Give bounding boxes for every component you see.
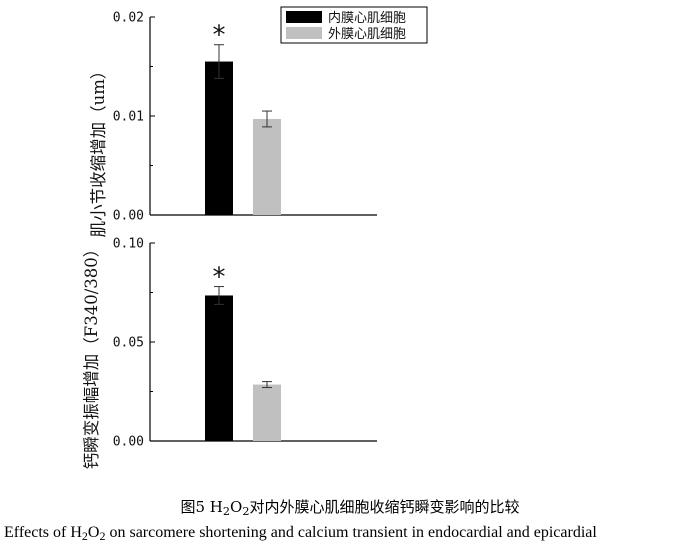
y-tick-label: 0.00 [113, 209, 144, 224]
significance-star: * [213, 21, 226, 51]
legend-swatch-2 [286, 27, 322, 39]
caption-en-mid: O [87, 524, 100, 541]
significance-star: * [213, 263, 226, 293]
bar-1-1 [205, 61, 233, 215]
y-tick-label: 0.10 [113, 237, 144, 252]
bar-1-2 [253, 118, 281, 215]
caption-zh-mid: O [230, 498, 243, 516]
legend-label-2: 外膜心肌细胞 [328, 27, 406, 42]
y-axis-label-1: 肌小节收缩增加（um） [89, 63, 108, 238]
y-tick-label: 0.01 [113, 110, 144, 125]
caption-zh-suffix: 对内外膜心肌细胞收缩钙瞬变影响的比较 [249, 498, 520, 516]
caption-en-prefix: Effects of H [4, 524, 82, 541]
y-tick-label: 0.00 [113, 435, 144, 450]
y-tick-label: 0.02 [113, 11, 144, 26]
legend-label-1: 内膜心肌细胞 [328, 10, 406, 26]
caption-en-suffix: on sarcomere shortening and calcium tran… [105, 524, 597, 541]
caption-zh-sub1: 2 [222, 504, 231, 518]
caption-en-sub1: 2 [81, 529, 88, 543]
caption-zh-sub2: 2 [242, 504, 250, 518]
y-axis-label-2: 钙瞬变振幅增加（F340/380） [82, 241, 101, 470]
bar-2-2 [253, 384, 281, 441]
y-tick-label: 0.05 [113, 336, 144, 351]
caption-en-sub2: 2 [99, 529, 106, 543]
legend-swatch-1 [286, 11, 322, 23]
figure-caption-english: Effects of H2O2 on sarcomere shortening … [4, 524, 700, 544]
figure-caption-chinese: 图5 H2O2对内外膜心肌细胞收缩钙瞬变影响的比较 [0, 496, 700, 518]
bar-2-1 [205, 295, 233, 441]
caption-zh-prefix: 图5 H [180, 498, 223, 516]
